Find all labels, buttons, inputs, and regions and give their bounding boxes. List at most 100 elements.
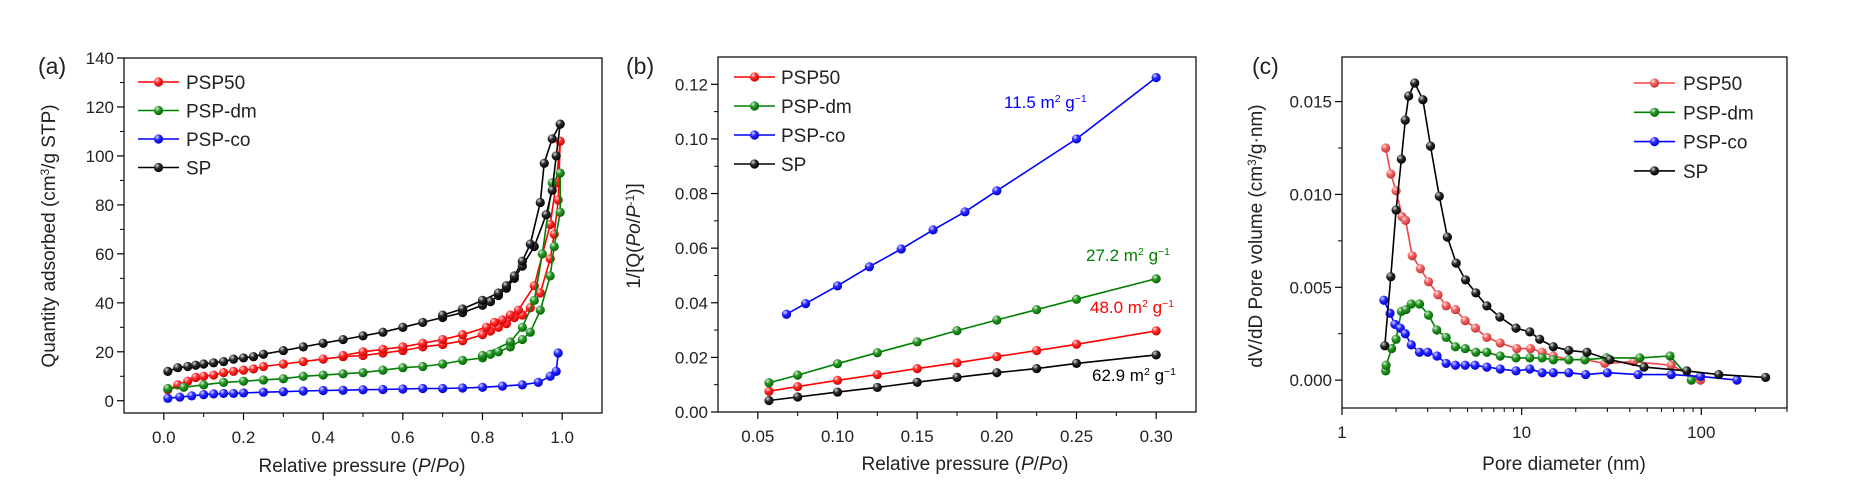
series-line [768, 277, 1157, 384]
series-psp50 [764, 326, 1161, 396]
data-point-highlight [1525, 353, 1535, 363]
data-point-highlight [793, 382, 803, 392]
data-point-highlight [1151, 274, 1161, 284]
legend-marker-highlight [153, 105, 164, 116]
panel-label: (a) [38, 53, 66, 79]
data-point-highlight [1450, 342, 1461, 352]
data-point-highlight [992, 351, 1002, 362]
text-part: / [624, 217, 645, 223]
data-point-highlight [505, 337, 515, 347]
data-point-highlight [477, 350, 488, 361]
data-point-highlight [1415, 264, 1425, 274]
data-point-highlight [1441, 301, 1451, 311]
text-part: g [1144, 246, 1158, 265]
data-point-highlight [992, 186, 1002, 196]
series-line [1384, 147, 1701, 381]
data-point-highlight [535, 288, 545, 298]
data-point-highlight [477, 382, 488, 392]
data-point-highlight [1391, 334, 1401, 344]
legend-marker-highlight [153, 134, 164, 144]
data-point-highlight [1537, 368, 1547, 378]
data-point-highlight [501, 281, 511, 291]
data-point-highlight [1582, 347, 1592, 357]
data-point-highlight [1400, 329, 1410, 339]
text-part: P [418, 456, 431, 477]
data-point-highlight [1432, 351, 1442, 361]
data-point-highlight [1406, 340, 1416, 350]
data-point-highlight [533, 377, 543, 387]
data-point-highlight [1460, 343, 1470, 354]
text-part: ) [1062, 454, 1068, 475]
data-point-highlight [298, 371, 308, 381]
text-part: )] [624, 183, 645, 195]
data-point-highlight [1071, 134, 1082, 144]
data-point-highlight [764, 378, 774, 388]
text-part: Po [624, 223, 645, 246]
data-point-highlight [832, 359, 843, 369]
data-point-highlight [1482, 332, 1492, 343]
series-psp-dm [764, 274, 1161, 388]
data-point-highlight [497, 315, 508, 325]
y-tick-label: 20 [95, 343, 114, 362]
data-point-highlight [1470, 360, 1480, 370]
data-point-highlight [555, 119, 565, 129]
data-point-highlight [1386, 169, 1396, 179]
data-point-highlight [535, 197, 545, 208]
data-point-highlight [801, 298, 811, 309]
legend-item: SP [734, 155, 806, 176]
data-point-highlight [298, 386, 308, 396]
data-point-highlight [1482, 362, 1492, 372]
legend-label: SP [781, 155, 806, 176]
legend-label: PSP-dm [186, 102, 257, 123]
data-point-highlight [1666, 369, 1676, 380]
data-point-highlight [912, 377, 922, 387]
text-part: 2 [1142, 298, 1148, 310]
x-tick-label: 1.0 [550, 428, 574, 447]
legend-item: SP [138, 159, 211, 180]
data-point-highlight [318, 338, 328, 348]
data-point-highlight [1511, 323, 1521, 333]
data-point-highlight [1423, 310, 1434, 320]
y-tick-label: 120 [86, 98, 114, 117]
data-point-highlight [1414, 347, 1425, 357]
data-point-highlight [378, 327, 388, 337]
data-point-highlight [1151, 326, 1161, 336]
data-point-highlight [1460, 316, 1470, 326]
legend-marker-highlight [1649, 166, 1660, 176]
data-point-highlight [163, 383, 173, 394]
data-point-highlight [183, 361, 193, 372]
data-point-highlight [952, 326, 962, 336]
series-psp-co [1379, 295, 1742, 385]
data-point-highlight [1442, 232, 1452, 242]
panel-label: (c) [1252, 53, 1279, 79]
data-point-highlight [258, 361, 269, 372]
data-point-highlight [418, 361, 428, 372]
data-point-highlight [525, 327, 535, 337]
data-point-highlight [1032, 345, 1042, 356]
data-point-highlight [438, 334, 448, 345]
data-point-highlight [457, 355, 468, 365]
legend-label: SP [186, 159, 211, 180]
data-point-highlight [418, 317, 428, 328]
data-point-highlight [912, 363, 922, 374]
data-point-highlight [1732, 375, 1742, 385]
legend-item: PSP50 [138, 73, 245, 94]
series-psp-dm [163, 168, 565, 394]
data-point-highlight [163, 393, 173, 403]
data-point-highlight [1441, 332, 1451, 343]
series-sp [1380, 78, 1771, 382]
series-line [768, 330, 1157, 392]
text-part: 3 [1246, 159, 1259, 166]
text-part: 3 [39, 168, 52, 175]
data-point-highlight [1714, 369, 1724, 380]
data-point-highlight [191, 372, 201, 383]
legend-label: PSP50 [1683, 74, 1742, 95]
data-point-highlight [1482, 347, 1492, 357]
y-tick-label: 0.06 [675, 239, 708, 258]
data-point-highlight [398, 384, 408, 394]
text-part: −1 [1164, 366, 1176, 378]
data-point-highlight [457, 383, 468, 393]
data-point-highlight [175, 392, 185, 402]
data-point-highlight [1450, 360, 1461, 370]
text-part: 62.9 m [1092, 366, 1144, 385]
